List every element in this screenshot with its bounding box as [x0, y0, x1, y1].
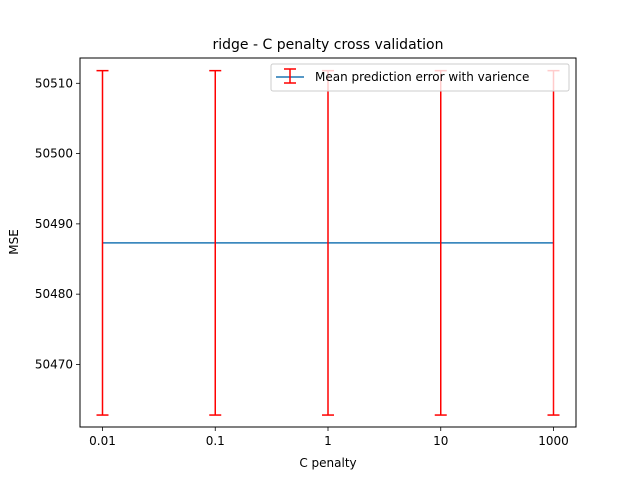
legend-box	[270, 63, 570, 92]
y-tick-label: 50490	[35, 217, 73, 231]
x-tick-label: 1000	[538, 434, 569, 448]
legend-errorbar-icon	[276, 68, 304, 84]
legend: Mean prediction error with varience	[270, 63, 570, 92]
y-tick-label: 50470	[35, 357, 73, 371]
y-axis: 50470 50480 50490 50500 50510	[35, 76, 80, 371]
y-tick-label: 50510	[35, 76, 73, 90]
x-tick-label: 0.01	[89, 434, 116, 448]
error-bar	[96, 69, 109, 416]
x-tick-label: 10	[433, 434, 448, 448]
x-tick-label: 0.1	[206, 434, 225, 448]
x-axis: 0.01 0.1 1 10 1000	[89, 427, 569, 448]
y-tick-label: 50500	[35, 147, 73, 161]
error-bar	[209, 69, 222, 416]
chart-title: ridge - C penalty cross validation	[213, 37, 444, 53]
x-axis-label: C penalty	[299, 456, 356, 470]
x-tick-label: 1	[324, 434, 332, 448]
legend-label: Mean prediction error with varience	[315, 70, 529, 84]
y-tick-label: 50480	[35, 287, 73, 301]
y-axis-label: MSE	[7, 229, 21, 255]
